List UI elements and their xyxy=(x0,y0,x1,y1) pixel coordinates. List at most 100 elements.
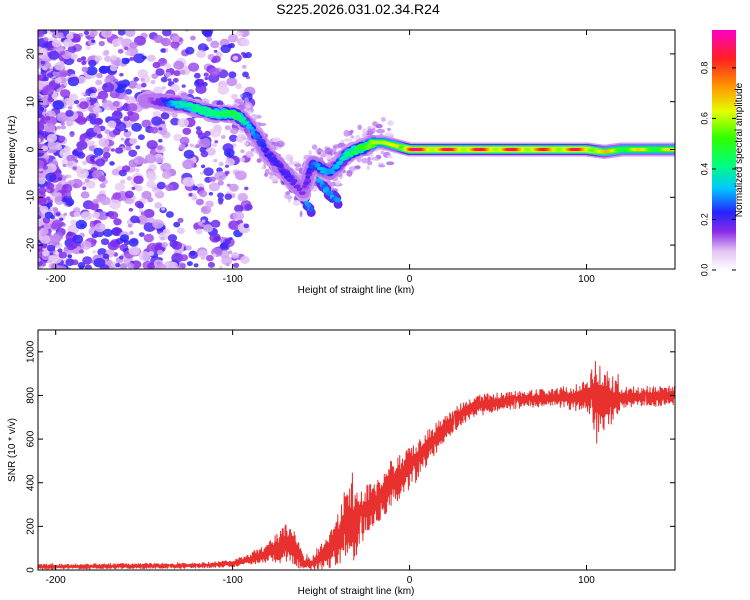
noise-blob xyxy=(43,61,52,69)
noise-blob xyxy=(141,119,152,128)
noise-blob xyxy=(127,110,134,116)
noise-blob xyxy=(115,147,123,154)
ridge-mark xyxy=(278,164,284,168)
noise-blob xyxy=(183,149,195,159)
noise-blob xyxy=(45,196,51,201)
noise-blob xyxy=(38,30,45,38)
noise-blob xyxy=(55,244,61,249)
noise-blob xyxy=(372,121,378,126)
ridge-mark xyxy=(292,179,298,183)
noise-blob xyxy=(104,30,112,37)
noise-blob xyxy=(218,265,223,269)
noise-blob xyxy=(70,53,78,60)
noise-blob xyxy=(244,203,253,211)
ridge-mark xyxy=(343,155,349,159)
noise-blob xyxy=(387,120,394,126)
noise-blob xyxy=(88,30,98,38)
noise-blob xyxy=(261,166,265,170)
spectrogram-x-label: Height of straight line (km) xyxy=(298,285,415,296)
noise-blob xyxy=(123,46,129,51)
noise-blob xyxy=(85,45,92,50)
noise-blob xyxy=(186,261,193,267)
noise-blob xyxy=(75,219,88,230)
noise-blob xyxy=(82,160,88,165)
noise-blob xyxy=(293,199,300,206)
noise-blob xyxy=(60,125,66,130)
x-tick-label: -200 xyxy=(46,274,66,285)
noise-blob xyxy=(177,118,189,128)
noise-blob xyxy=(146,54,156,62)
noise-blob xyxy=(150,127,159,134)
noise-blob xyxy=(69,93,78,102)
noise-blob xyxy=(218,200,224,205)
noise-blob xyxy=(172,77,179,83)
noise-blob xyxy=(285,191,291,196)
noise-blob xyxy=(224,193,233,200)
noise-blob xyxy=(195,126,202,131)
noise-blob xyxy=(208,182,220,192)
noise-blob xyxy=(127,262,135,269)
ridge-mark xyxy=(261,144,267,148)
y-tick-label: 10 xyxy=(26,96,37,108)
noise-blob xyxy=(59,89,71,98)
x-tick-label: -200 xyxy=(46,575,66,586)
noise-blob xyxy=(370,157,379,161)
noise-blob xyxy=(154,202,163,209)
noise-blob xyxy=(295,167,300,171)
noise-blob xyxy=(231,252,240,259)
noise-blob xyxy=(97,90,109,100)
colorbar-tick-label: 0.0 xyxy=(699,264,709,277)
noise-blob xyxy=(225,164,229,168)
y-tick-label: 0 xyxy=(26,146,37,152)
noise-blob xyxy=(91,233,98,239)
spectrogram-noise xyxy=(38,30,395,269)
noise-blob xyxy=(38,137,41,143)
noise-blob xyxy=(38,217,45,227)
spectrogram-heatmap xyxy=(38,30,675,269)
ridge-mark xyxy=(274,160,280,164)
noise-blob xyxy=(144,153,157,164)
noise-blob xyxy=(127,80,138,89)
ridge-mark xyxy=(306,171,312,175)
noise-blob xyxy=(38,74,44,80)
noise-blob xyxy=(141,82,147,88)
ridge-mark xyxy=(309,165,315,169)
noise-blob xyxy=(60,180,66,184)
noise-blob xyxy=(48,50,60,60)
noise-blob xyxy=(63,212,68,216)
ridge-mark xyxy=(304,181,309,185)
noise-blob xyxy=(95,158,106,167)
noise-blob xyxy=(67,174,72,179)
noise-blob xyxy=(213,235,221,242)
x-tick-label: -100 xyxy=(223,575,243,586)
noise-blob xyxy=(234,98,244,104)
noise-blob xyxy=(129,56,135,61)
noise-blob xyxy=(44,211,54,219)
y-tick-label: 400 xyxy=(26,474,37,491)
noise-blob xyxy=(128,149,138,157)
noise-blob xyxy=(380,150,385,154)
noise-blob xyxy=(225,158,235,167)
noise-blob xyxy=(70,219,77,225)
noise-blob xyxy=(137,69,148,78)
noise-blob xyxy=(161,170,172,179)
noise-blob xyxy=(67,105,73,110)
noise-blob xyxy=(230,93,238,100)
noise-blob xyxy=(195,198,204,206)
noise-blob xyxy=(50,233,61,243)
noise-blob xyxy=(113,218,122,226)
noise-blob xyxy=(201,219,206,223)
noise-blob xyxy=(213,49,218,53)
noise-blob xyxy=(212,253,217,257)
noise-blob xyxy=(366,128,374,136)
noise-blob xyxy=(65,109,74,117)
noise-blob xyxy=(195,84,207,95)
noise-blob xyxy=(188,89,195,95)
noise-blob xyxy=(81,66,89,73)
noise-blob xyxy=(63,82,68,86)
noise-blob xyxy=(42,250,50,257)
noise-blob xyxy=(109,161,115,166)
noise-blob xyxy=(115,262,121,268)
noise-blob xyxy=(42,165,48,170)
